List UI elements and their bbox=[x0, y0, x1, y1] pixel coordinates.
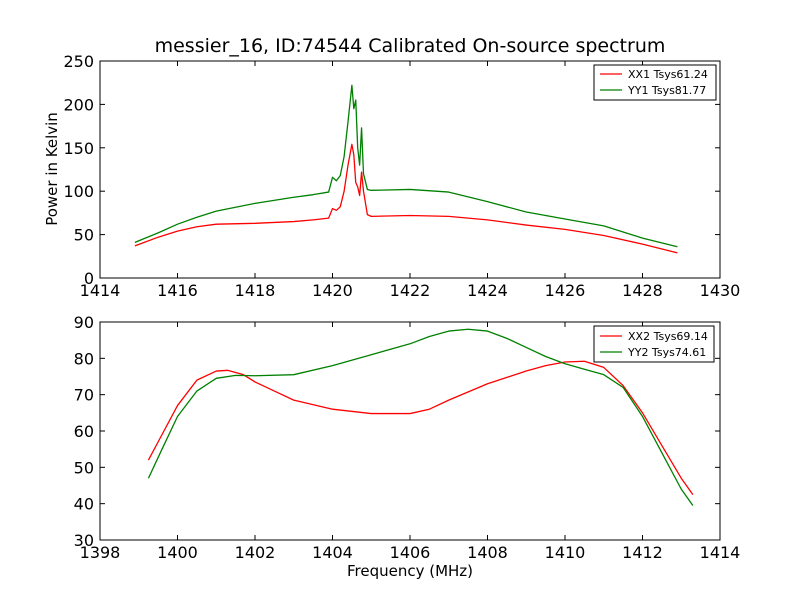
legend-top: XX1 Tsys61.24 YY1 Tsys81.77 bbox=[593, 64, 717, 101]
x-tick-label-bottom-7: 1412 bbox=[622, 543, 663, 562]
legend-label-yy2: YY2 Tsys74.61 bbox=[627, 346, 706, 359]
y-tick-label-bottom-0: 30 bbox=[74, 531, 94, 550]
x-tick-label-top-7: 1428 bbox=[622, 281, 663, 300]
series-line-top-1 bbox=[134, 84, 678, 248]
legend-label-xx1: XX1 Tsys61.24 bbox=[628, 68, 708, 81]
y-tick-label-top-0: 0 bbox=[84, 269, 94, 288]
y-tick-label-bottom-6: 90 bbox=[74, 313, 94, 332]
top-series-lines bbox=[134, 84, 678, 254]
x-tick-label-bottom-3: 1404 bbox=[312, 543, 353, 562]
series-line-top-0 bbox=[134, 143, 678, 254]
x-tick-label-top-3: 1420 bbox=[312, 281, 353, 300]
x-tick-label-top-4: 1422 bbox=[390, 281, 431, 300]
x-tick-label-bottom-2: 1402 bbox=[235, 543, 276, 562]
x-tick-label-top-5: 1424 bbox=[467, 281, 508, 300]
y-tick-label-bottom-1: 40 bbox=[74, 495, 94, 514]
y-tick-label-bottom-3: 60 bbox=[74, 422, 94, 441]
y-tick-label-top-1: 50 bbox=[74, 226, 94, 245]
plot-bottom: Frequency (MHz) 1398 1400 1402 1404 1406 1408… bbox=[74, 313, 741, 580]
legend-bottom: XX2 Tsys69.14 YY2 Tsys74.61 bbox=[593, 325, 715, 363]
legend-box-top bbox=[593, 64, 717, 101]
series-line-bottom-1 bbox=[147, 328, 694, 506]
y-axis-label-top: Power in Kelvin bbox=[43, 112, 61, 226]
x-tick-label-top-1: 1416 bbox=[157, 281, 198, 300]
plot-frame-top bbox=[99, 60, 721, 279]
legend-label-yy1: YY1 Tsys81.77 bbox=[627, 84, 706, 97]
x-tick-label-bottom-1: 1400 bbox=[157, 543, 198, 562]
x-tick-label-bottom-6: 1410 bbox=[545, 543, 586, 562]
bottom-axis-ticks: 1398 1400 1402 1404 1406 1408 1410 1412 1414 30 40… bbox=[74, 313, 741, 562]
y-tick-label-bottom-2: 50 bbox=[74, 458, 94, 477]
legend-box-bottom bbox=[593, 325, 715, 363]
x-tick-label-bottom-5: 1408 bbox=[467, 543, 508, 562]
x-tick-label-top-6: 1426 bbox=[545, 281, 586, 300]
x-tick-label-top-0: 1414 bbox=[80, 281, 121, 300]
y-tick-label-top-2: 100 bbox=[63, 182, 94, 201]
x-tick-label-bottom-4: 1406 bbox=[390, 543, 431, 562]
y-tick-label-top-4: 200 bbox=[63, 95, 94, 114]
x-tick-label-top-2: 1418 bbox=[235, 281, 276, 300]
y-tick-label-top-3: 150 bbox=[63, 139, 94, 158]
bottom-series-lines bbox=[147, 328, 694, 506]
y-tick-label-top-5: 250 bbox=[63, 52, 94, 71]
x-tick-label-bottom-0: 1398 bbox=[80, 543, 121, 562]
top-axis-ticks: 1414 1416 1418 1420 1422 1424 1426 1428 1430 0 50 1… bbox=[63, 52, 740, 300]
plot-frame-bottom bbox=[99, 321, 721, 541]
y-tick-label-bottom-5: 80 bbox=[74, 349, 94, 368]
chart-title: messier_16, ID:74544 Calibrated On-sourc… bbox=[155, 35, 666, 57]
plot-top: messier_16, ID:74544 Calibrated On-sourc… bbox=[43, 35, 740, 300]
legend-label-xx2: XX2 Tsys69.14 bbox=[628, 330, 708, 343]
x-tick-label-bottom-8: 1414 bbox=[700, 543, 741, 562]
x-tick-label-top-8: 1430 bbox=[700, 281, 741, 300]
y-tick-label-bottom-4: 70 bbox=[74, 386, 94, 405]
x-axis-label-bottom: Frequency (MHz) bbox=[347, 562, 473, 580]
series-line-bottom-0 bbox=[147, 360, 694, 495]
